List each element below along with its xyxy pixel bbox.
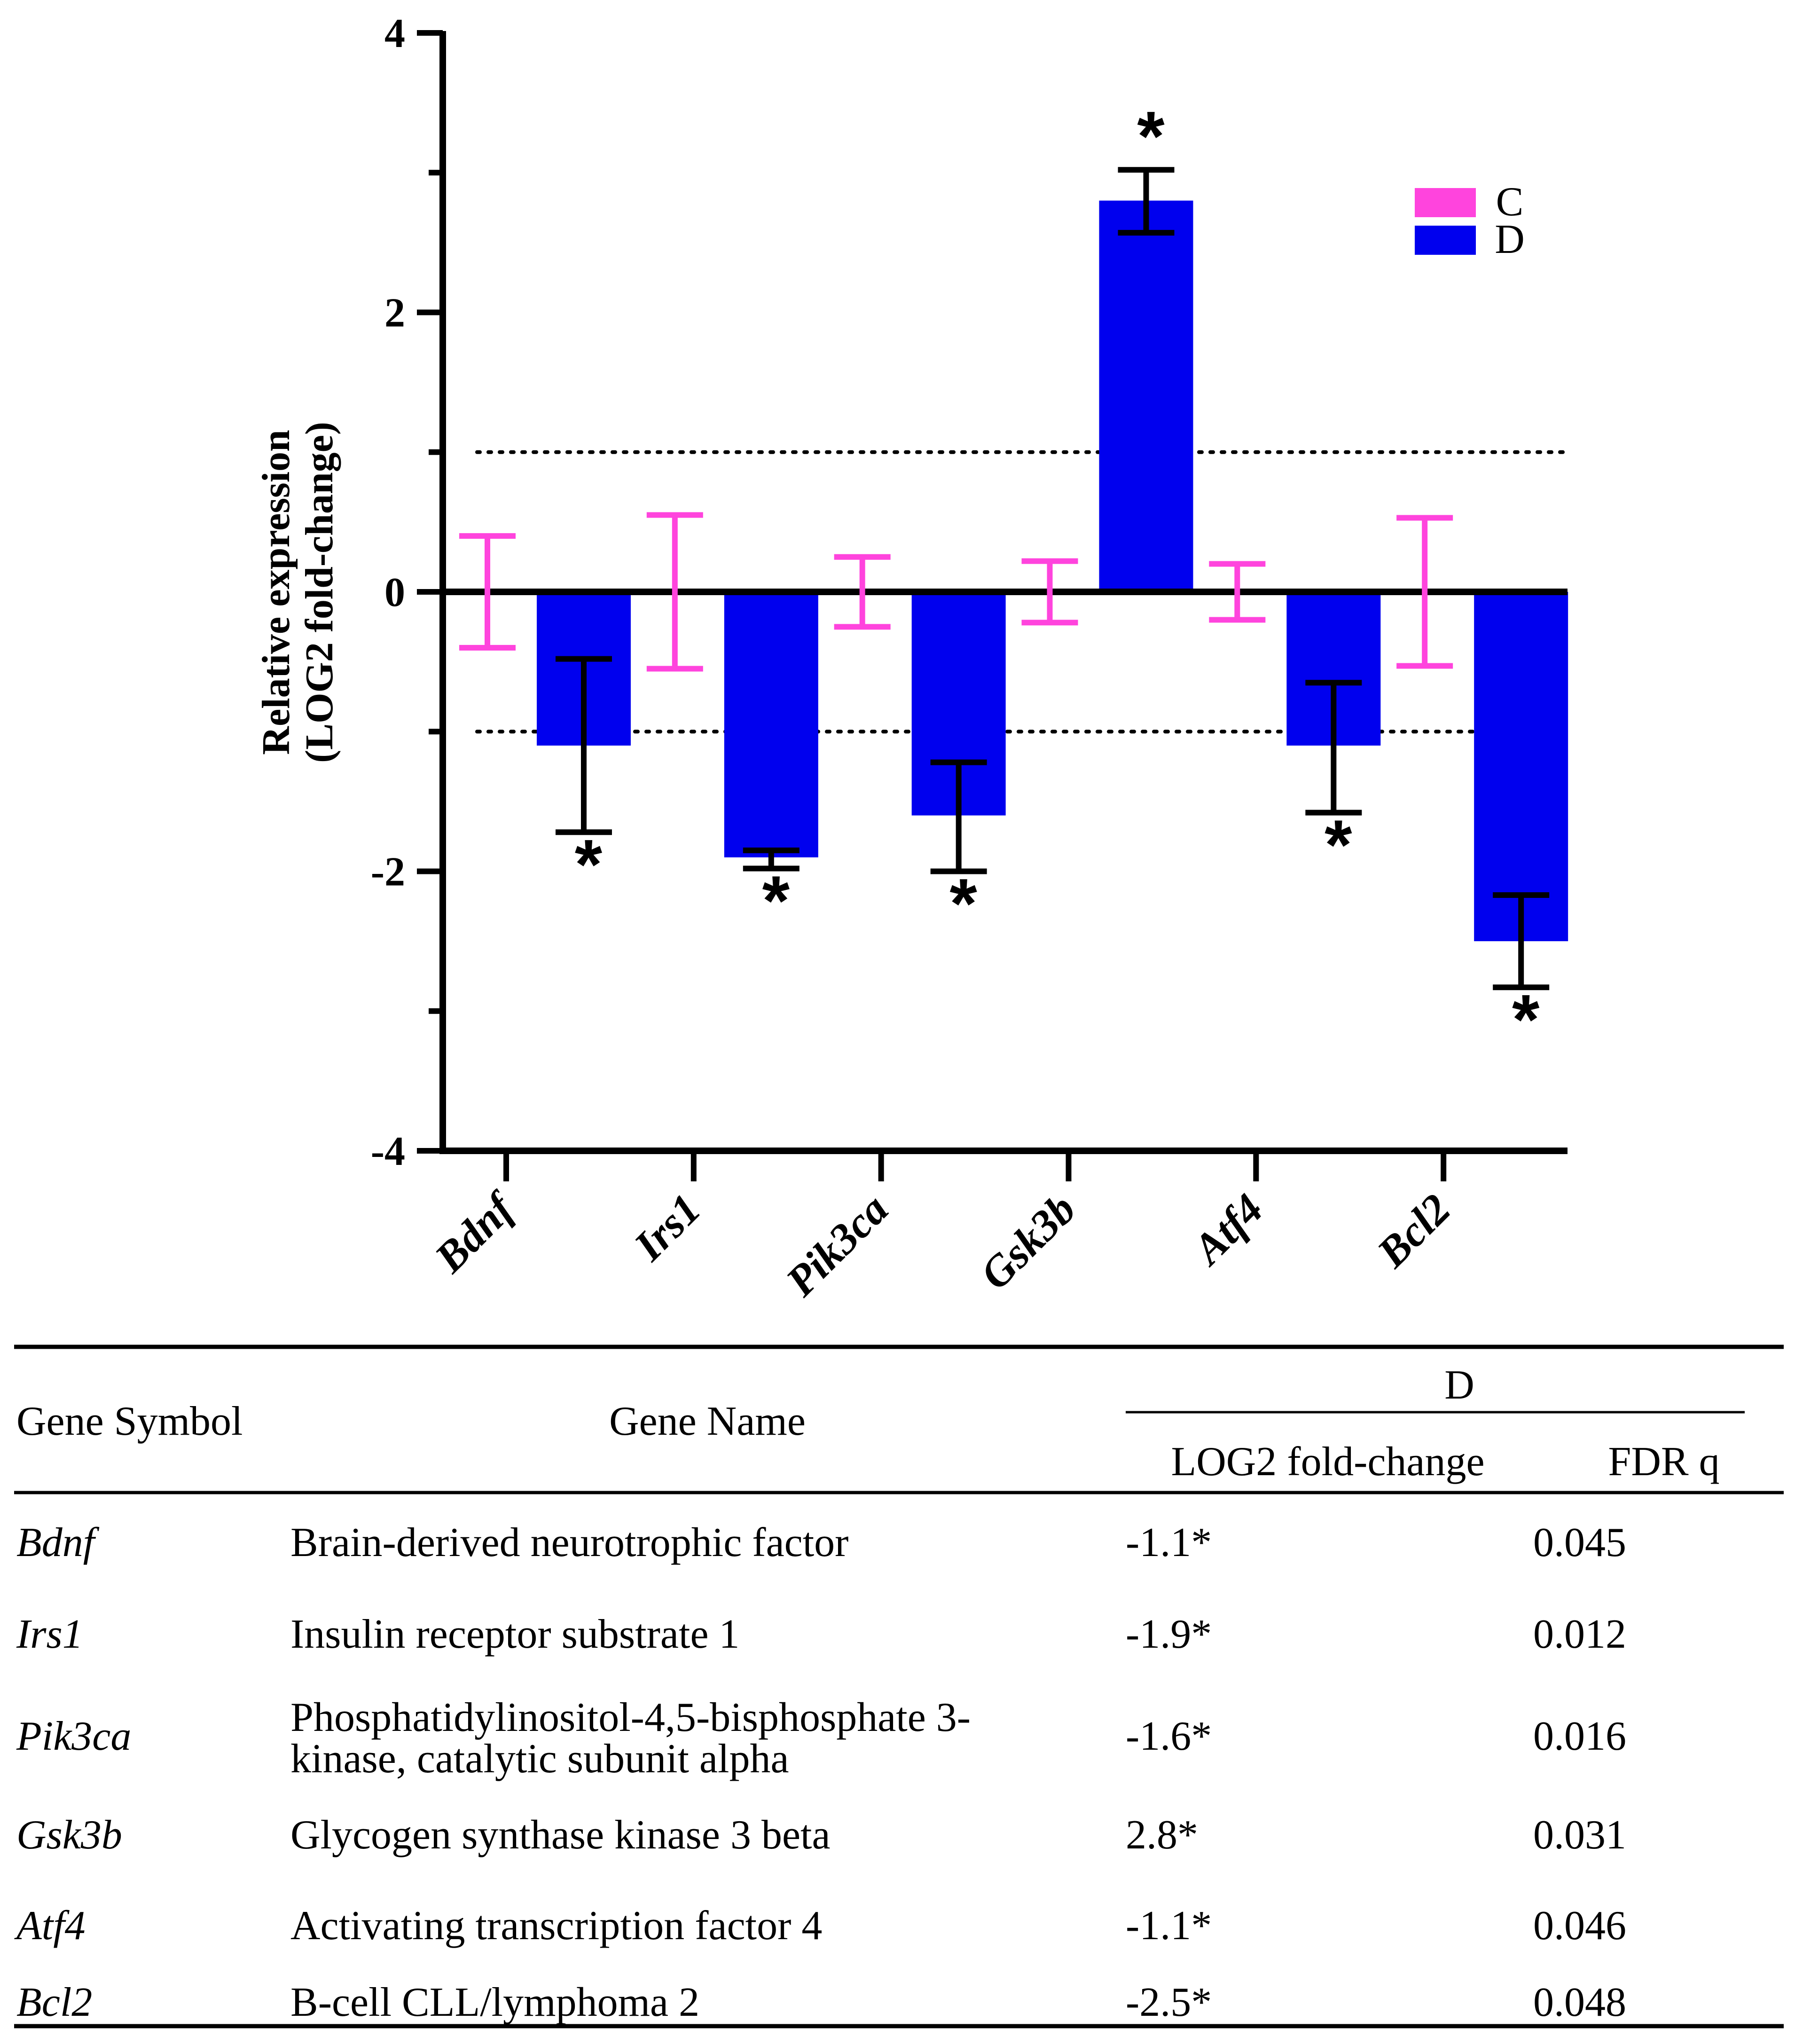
category-label-bcl2: Bcl2 [1368, 1185, 1460, 1277]
gene-table: D Gene Symbol Gene Name LOG2 fold-change FDR… [14, 1344, 1784, 2028]
category-label-atf4: Atf4 [1182, 1185, 1272, 1274]
category-label-irs1: Irs1 [625, 1185, 710, 1270]
header-log2: LOG2 fold-change [1171, 1439, 1484, 1485]
error-bar-c-gsk3b [1021, 558, 1078, 626]
error-bar-c-bdnf [459, 533, 516, 651]
error-bar-d-pik3ca [930, 759, 987, 874]
cell-gene-symbol: Pik3ca [16, 1714, 131, 1759]
cell-fdr: 0.031 [1533, 1812, 1626, 1858]
cell-log2: -1.6* [1126, 1714, 1212, 1759]
legend-swatch-c [1415, 188, 1476, 217]
error-bar-d-gsk3b [1118, 167, 1175, 236]
bar-d-bcl2 [1474, 592, 1568, 942]
bar-d-irs1 [724, 592, 818, 857]
cell-log2: 2.8* [1126, 1812, 1198, 1858]
cell-gene-name-line: kinase, catalytic subunit alpha [290, 1736, 789, 1782]
category-label-pik3ca: Pik3ca [776, 1185, 897, 1305]
cell-gene-symbol: Gsk3b [16, 1812, 122, 1858]
table-row: Gsk3b Glycogen synthase kinase 3 beta 2.8*… [16, 1812, 1626, 1858]
error-bar-c-bcl2 [1396, 515, 1453, 669]
error-bar-c-pik3ca [834, 554, 891, 630]
y-tick-label: 0 [384, 570, 405, 615]
significance-star-gsk3b: * [1137, 96, 1165, 175]
cell-gene-name-line: Activating transcription factor 4 [290, 1903, 822, 1949]
category-label-bdnf: Bdnf [425, 1182, 525, 1282]
legend-label-d: D [1495, 217, 1525, 262]
error-bar-d-irs1 [743, 847, 800, 872]
cell-fdr: 0.046 [1533, 1903, 1626, 1949]
error-bar-d-bcl2 [1493, 892, 1550, 991]
cell-gene-name-line: Phosphatidylinositol-4,5-bisphosphate 3- [290, 1695, 971, 1740]
cell-gene-name-line: Glycogen synthase kinase 3 beta [290, 1812, 831, 1858]
legend-swatch-d [1415, 226, 1476, 255]
header-gene-name: Gene Name [609, 1399, 806, 1444]
error-bar-d-bdnf [556, 656, 612, 835]
significance-star-irs1: * [762, 861, 790, 940]
significance-star-pik3ca: * [949, 864, 977, 943]
y-axis-title-line-1: Relative expression [254, 430, 298, 755]
legend-label-c: C [1496, 179, 1524, 225]
y-axis-title-line-2: (LOG2 fold-change) [298, 422, 341, 763]
error-bar-c-irs1 [646, 512, 703, 672]
y-tick-label: 2 [384, 291, 405, 336]
table-row: Atf4 Activating transcription factor 4 -1.… [14, 1903, 1626, 1949]
y-tick-label: 4 [384, 11, 405, 56]
cell-gene-name-line: Insulin receptor substrate 1 [290, 1612, 740, 1657]
legend: CD [1415, 179, 1525, 262]
cell-fdr: 0.012 [1533, 1612, 1626, 1657]
cell-gene-symbol: Bdnf [16, 1520, 100, 1565]
cell-gene-name-line: Brain-derived neurotrophic factor [290, 1520, 848, 1565]
cell-log2: -1.1* [1126, 1520, 1212, 1565]
bar-d-gsk3b [1099, 200, 1193, 592]
cell-fdr: 0.045 [1533, 1520, 1626, 1565]
header-fdr: FDR q [1608, 1439, 1719, 1485]
header-group-d: D [1444, 1362, 1474, 1408]
cell-log2: -2.5* [1126, 1980, 1212, 2025]
error-bar-c-atf4 [1209, 561, 1266, 623]
table-row: Pik3ca Phosphatidylinositol-4,5-bisphosph… [16, 1695, 1626, 1782]
significance-star-atf4: * [1325, 805, 1352, 884]
bars [537, 200, 1568, 942]
error-bars [459, 167, 1550, 991]
header-gene-symbol: Gene Symbol [16, 1399, 243, 1444]
axes: 4 2 0 -2 -4 [371, 11, 1568, 1181]
reference-lines [475, 450, 1569, 734]
table-row: Bcl2 B-cell CLL/lymphoma 2 -2.5* 0.048 [16, 1980, 1626, 2025]
cell-gene-name-line: B-cell CLL/lymphoma 2 [290, 1980, 699, 2025]
cell-log2: -1.9* [1126, 1612, 1212, 1657]
significance-star-bdnf: * [575, 825, 603, 904]
cell-log2: -1.1* [1126, 1903, 1212, 1949]
cell-gene-symbol: Atf4 [14, 1903, 86, 1949]
significance-markers: * * * * * * [575, 96, 1540, 1059]
table-row: Irs1 Insulin receptor substrate 1 -1.9* 0.0… [16, 1612, 1626, 1657]
cell-gene-symbol: Irs1 [16, 1612, 83, 1657]
cell-fdr: 0.016 [1533, 1714, 1626, 1759]
y-tick-label: -4 [371, 1129, 405, 1174]
cell-fdr: 0.048 [1533, 1980, 1626, 2025]
category-label-gsk3b: Gsk3b [971, 1185, 1085, 1298]
error-bar-d-atf4 [1305, 680, 1362, 816]
cell-gene-symbol: Bcl2 [16, 1980, 92, 2025]
table-row: Bdnf Brain-derived neurotrophic factor -1.… [16, 1520, 1626, 1565]
y-tick-label: -2 [371, 849, 405, 895]
significance-star-bcl2: * [1512, 980, 1540, 1059]
